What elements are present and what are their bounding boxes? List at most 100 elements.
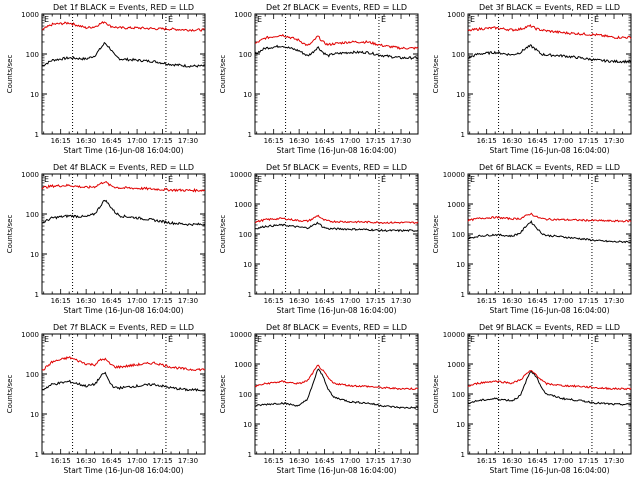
x-axis-label: Start Time (16-Jun-08 16:04:00) [490,466,610,475]
lld-series-line [254,214,419,225]
x-tick-label: 17:15 [578,457,598,465]
x-tick-label: 16:45 [102,457,122,465]
events-series-line [254,368,419,410]
x-tick-label: 17:00 [127,457,147,465]
y-tick-label: 1000 [234,11,252,19]
y-tick-label: 10 [30,91,39,99]
x-tick-label: 16:45 [102,297,122,305]
y-tick-label: 10 [243,421,252,429]
x-tick-label: 17:15 [365,457,385,465]
x-tick-label: 17:00 [553,137,573,145]
x-tick-label: 17:30 [178,137,198,145]
y-tick-label: 10000 [230,171,252,179]
x-tick-label: 17:15 [152,297,172,305]
y-axis-label: Counts/sec [432,215,440,254]
y-tick-label: 100 [26,211,39,219]
events-series-line [41,41,206,68]
plot-frame [254,333,419,455]
y-tick-label: 1000 [234,361,252,369]
y-tick-label: 1 [248,451,252,459]
y-tick-label: 1000 [447,361,465,369]
x-tick-label: 17:30 [604,137,624,145]
y-tick-label: 1 [35,131,39,139]
panel-title: Det 9f BLACK = Events, RED = LLD [479,323,620,332]
y-tick-label: 100 [26,371,39,379]
events-series-line [41,199,206,227]
y-tick-label: 1000 [21,171,39,179]
panel-det-2: Det 2f BLACK = Events, RED = LLD 1 10 100 10… [219,3,419,155]
y-tick-label: 1 [35,451,39,459]
x-tick-label: 17:30 [391,137,411,145]
panel-det-5: Det 5f BLACK = Events, RED = LLD 1 10 100 10… [219,163,419,315]
x-tick-label: 17:00 [127,137,147,145]
events-series-line [254,221,419,233]
y-axis-label: Counts/sec [432,55,440,94]
y-tick-label: 1000 [234,201,252,209]
corner-mark: E [257,175,262,184]
events-series-line [467,44,632,64]
corner-mark: E [168,175,173,184]
events-series-line [467,220,631,244]
corner-mark: E [257,335,262,344]
x-tick-label: 16:15 [477,457,497,465]
x-tick-label: 17:30 [604,457,624,465]
y-tick-label: 10 [30,411,39,419]
x-tick-label: 17:15 [365,137,385,145]
x-tick-label: 17:15 [152,137,172,145]
x-tick-label: 17:00 [340,457,360,465]
panel-title: Det 2f BLACK = Events, RED = LLD [266,3,407,12]
lld-series-line [254,33,419,50]
lld-series-line [41,20,206,32]
panel-title: Det 3f BLACK = Events, RED = LLD [479,3,620,12]
y-tick-label: 1000 [21,331,39,339]
panel-det-4: Det 4f BLACK = Events, RED = LLD 1 10 100 10… [6,163,206,315]
panel-title: Det 8f BLACK = Events, RED = LLD [266,323,407,332]
x-tick-label: 17:30 [178,457,198,465]
panel-title: Det 1f BLACK = Events, RED = LLD [53,3,194,12]
x-tick-label: 17:00 [340,137,360,145]
panel-det-7: Det 7f BLACK = Events, RED = LLD 1 10 100 10… [6,323,206,475]
corner-mark: E [594,15,599,24]
corner-mark: E [257,15,262,24]
plot-frame [254,13,419,135]
x-tick-label: 16:15 [477,137,497,145]
lld-series-line [41,355,206,372]
y-tick-label: 1 [248,131,252,139]
y-tick-label: 1 [461,131,465,139]
plot-frame [41,173,206,295]
y-axis-label: Counts/sec [6,375,14,414]
x-tick-label: 16:45 [528,297,548,305]
y-tick-label: 100 [239,51,252,59]
y-tick-label: 1000 [21,11,39,19]
x-axis-label: Start Time (16-Jun-08 16:04:00) [490,306,610,315]
x-tick-label: 16:30 [76,457,96,465]
lld-series-line [41,180,206,193]
x-tick-label: 16:30 [289,137,309,145]
x-tick-label: 17:15 [578,137,598,145]
corner-mark: E [44,175,49,184]
corner-mark: E [44,335,49,344]
x-tick-label: 16:30 [502,297,522,305]
x-tick-label: 16:45 [528,457,548,465]
panel-det-9: Det 9f BLACK = Events, RED = LLD 1 10 100 10… [432,323,632,475]
corner-mark: E [470,15,475,24]
x-tick-label: 16:15 [264,137,284,145]
plot-frame [254,173,419,295]
y-tick-label: 10000 [443,331,465,339]
panel-title: Det 7f BLACK = Events, RED = LLD [53,323,194,332]
y-axis-label: Counts/sec [219,215,227,254]
lld-series-line [467,369,632,391]
x-tick-label: 16:45 [102,137,122,145]
y-tick-label: 10000 [230,331,252,339]
panel-det-3: Det 3f BLACK = Events, RED = LLD 1 10 100 10… [432,3,632,155]
lld-series-line [467,24,632,40]
panel-det-1: Det 1f BLACK = Events, RED = LLD 1 10 100 10… [6,3,206,155]
x-tick-label: 16:30 [76,297,96,305]
y-tick-label: 100 [452,51,465,59]
events-series-line [41,371,206,392]
x-tick-label: 16:30 [289,457,309,465]
corner-mark: E [381,175,386,184]
x-tick-label: 16:30 [76,137,96,145]
y-tick-label: 10 [456,261,465,269]
x-axis-label: Start Time (16-Jun-08 16:04:00) [64,306,184,315]
